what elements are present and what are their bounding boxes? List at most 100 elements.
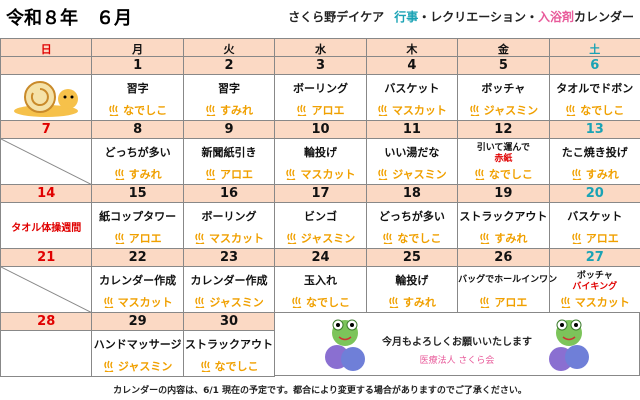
subtitle: さくら野デイケア 行事・レクリエーション・入浴剤カレンダー <box>288 8 634 25</box>
content-cell: ボッチャ ジャスミン <box>457 74 550 121</box>
bath-salt-name: なでしこ <box>214 360 259 373</box>
bath-salt: ジャスミン <box>458 102 548 118</box>
date-number: 8 <box>133 122 143 137</box>
bath-salt: すみれ <box>458 230 548 246</box>
bath-salt-name: すみれ <box>494 232 528 245</box>
bath-icon <box>389 296 399 309</box>
bath-salt-name: ジャスミン <box>392 168 447 181</box>
event: タオルでドボン <box>556 82 634 95</box>
date-cell: 27 <box>548 248 640 267</box>
bath-salt-name: アロエ <box>494 296 528 309</box>
weekday-label: 火 <box>223 43 235 56</box>
bath-icon <box>206 104 216 117</box>
content-cell: 引いて運んで 赤紙 なでしこ <box>457 138 550 185</box>
event: ボーリング <box>292 82 348 95</box>
event: 習字 <box>218 82 241 95</box>
date-cell: 30 <box>182 312 276 331</box>
event: カレンダー作成 <box>190 274 268 287</box>
bath-salt-name: ジャスミン <box>209 296 264 309</box>
bath-salt-name: ジャスミン <box>483 104 539 117</box>
date-cell: 11 <box>365 120 459 139</box>
bath-icon <box>378 168 388 181</box>
date-number: 12 <box>494 122 513 137</box>
bath-salt-name: なでしこ <box>488 168 533 181</box>
weekday-label: 木 <box>406 43 418 56</box>
date-cell: 20 <box>548 184 640 203</box>
content-cell: 玉入れ なでしこ <box>274 266 367 313</box>
date-cell: 17 <box>274 184 367 203</box>
bath-icon <box>103 296 113 309</box>
bath-salt: すみれ <box>184 102 274 118</box>
bath-salt: ジャスミン <box>367 166 457 182</box>
date-cell: 16 <box>182 184 276 203</box>
content-cell: ストラックアウト すみれ <box>457 202 550 249</box>
bath-icon <box>109 104 119 117</box>
date-number: 4 <box>407 58 417 73</box>
content-cell: 紙コップタワー アロエ <box>91 202 184 249</box>
bath-salt-name: マスカット <box>300 168 356 181</box>
date-number: 30 <box>220 314 239 329</box>
bath-icon <box>480 232 490 245</box>
event: ボッチャ <box>576 271 613 281</box>
weekday-cell: 火 <box>182 38 276 57</box>
subtitle-part: ・レクリエーション・ <box>418 10 538 24</box>
frog-illustration <box>325 319 365 371</box>
bath-salt: ジャスミン <box>92 358 182 374</box>
date-number: 23 <box>220 250 239 265</box>
bath-salt-name: マスカット <box>209 232 265 245</box>
bath-icon <box>104 360 114 373</box>
content-cell: バッグでホールインワン アロエ <box>457 266 557 313</box>
date-cell: 29 <box>91 312 184 331</box>
bath-icon <box>297 104 307 117</box>
content-cell <box>0 266 93 313</box>
date-number: 22 <box>128 250 147 265</box>
weekday-cell: 木 <box>365 38 459 57</box>
event: ビンゴ <box>303 210 337 223</box>
bath-icon <box>292 296 302 309</box>
date-cell: 25 <box>365 248 459 267</box>
bath-icon <box>286 168 296 181</box>
date-number: 13 <box>585 122 604 137</box>
bath-salt-name: すみれ <box>128 168 162 181</box>
bath-icon <box>200 360 210 373</box>
diagonal-line <box>1 267 93 313</box>
weekday-label: 月 <box>132 43 144 56</box>
subtitle-part: カレンダー <box>573 10 634 24</box>
event: ハンドマッサージ <box>93 338 182 351</box>
content-cell: どっちが多い なでしこ <box>365 202 459 249</box>
bath-salt: なでしこ <box>92 102 182 118</box>
date-cell: 1 <box>91 56 184 75</box>
bath-salt-name: すみれ <box>585 168 619 181</box>
date-cell: 28 <box>0 312 93 331</box>
content-cell <box>0 74 93 121</box>
content-cell: いい湯だな ジャスミン <box>365 138 459 185</box>
date-number: 14 <box>37 186 56 201</box>
date-number: 16 <box>220 186 239 201</box>
bath-salt: すみれ <box>550 166 640 182</box>
content-cell: 習字 なでしこ <box>91 74 184 121</box>
event: バイキング <box>572 282 618 292</box>
bath-salt-name: なでしこ <box>305 296 350 309</box>
date-number: 1 <box>133 58 143 73</box>
bath-icon <box>383 232 393 245</box>
bath-icon <box>114 168 124 181</box>
bath-salt: ジャスミン <box>275 230 365 246</box>
bath-salt: なでしこ <box>275 294 365 310</box>
date-number: 20 <box>585 186 604 201</box>
title: 令和８年 ６月 <box>6 8 132 29</box>
date-cell: 26 <box>457 248 550 267</box>
date-number: 9 <box>224 122 234 137</box>
date-cell: 2 <box>182 56 276 75</box>
content-cell: カレンダー作成 マスカット <box>91 266 184 313</box>
content-cell: 習字 すみれ <box>182 74 276 121</box>
bath-salt: すみれ <box>92 166 182 182</box>
bath-icon <box>195 296 205 309</box>
weekday-label: 土 <box>589 43 601 56</box>
date-cell: 8 <box>91 120 184 139</box>
bath-icon <box>114 232 124 245</box>
content-cell: ハンドマッサージ ジャスミン <box>91 330 184 377</box>
bath-salt: アロエ <box>275 102 365 118</box>
date-cell: 12 <box>457 120 550 139</box>
date-number: 25 <box>402 250 421 265</box>
